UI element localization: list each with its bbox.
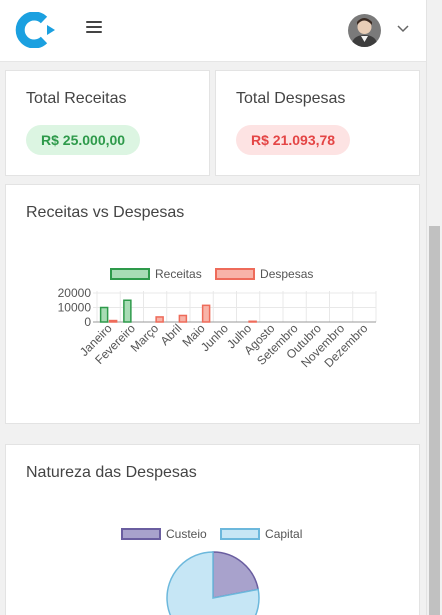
natureza-despesas-card: Natureza das Despesas Custeio Capital [5, 444, 420, 615]
pie-chart [166, 551, 260, 615]
bar-despesas [155, 316, 164, 323]
legend-swatch [110, 268, 150, 280]
legend-item-despesas[interactable]: Despesas [215, 267, 313, 281]
y-tick-label: 0 [84, 315, 91, 329]
legend-swatch [121, 528, 161, 540]
legend-label: Custeio [166, 527, 207, 541]
chart-title: Natureza das Despesas [26, 464, 197, 481]
legend-label: Despesas [260, 267, 314, 281]
c-play-logo-icon[interactable] [14, 12, 58, 48]
bar-receitas [123, 299, 132, 323]
bar-despesas [248, 320, 257, 323]
total-despesas-card: Total Despesas R$ 21.093,78 [215, 70, 420, 176]
menu-toggle-button[interactable] [86, 18, 104, 34]
legend-item-capital[interactable]: Capital [220, 527, 302, 541]
total-receitas-value: R$ 25.000,00 [26, 125, 141, 155]
legend-item-custeio[interactable]: Custeio [121, 527, 207, 541]
legend-swatch [215, 268, 256, 280]
card-title: Total Despesas [236, 90, 346, 107]
top-header [0, 0, 426, 62]
pie-slice-custeio [212, 551, 260, 599]
x-tick-label: Junho [198, 321, 231, 354]
y-tick-label: 20000 [58, 286, 92, 300]
pie-chart-legend: Custeio Capital [121, 527, 312, 541]
bar-despesas [201, 304, 211, 323]
receitas-vs-despesas-card: Receitas vs Despesas Receitas Despesas 2… [5, 184, 420, 424]
bar-despesas [178, 314, 188, 323]
hamburger-line [86, 21, 102, 23]
x-tick-label: Abril [158, 321, 185, 348]
legend-swatch [220, 528, 261, 540]
legend-label: Capital [265, 527, 303, 541]
hamburger-line [86, 31, 102, 33]
bar-chart-legend: Receitas Despesas [110, 267, 323, 281]
pie-slice-capital [166, 551, 260, 615]
page-scrollbar[interactable] [426, 0, 442, 615]
total-despesas-value: R$ 21.093,78 [236, 125, 351, 155]
scrollbar-thumb[interactable] [429, 226, 440, 615]
bar-despesas [108, 319, 118, 323]
bar-receitas [99, 306, 109, 323]
chevron-down-icon[interactable] [396, 22, 410, 34]
bar-chart: 20000100000JaneiroFevereiroMarçoAbrilMai… [58, 286, 377, 370]
legend-item-receitas[interactable]: Receitas [110, 267, 202, 281]
hamburger-line [86, 26, 102, 28]
y-tick-label: 10000 [58, 301, 92, 315]
legend-label: Receitas [155, 267, 202, 281]
chart-title: Receitas vs Despesas [26, 204, 185, 221]
total-receitas-card: Total Receitas R$ 25.000,00 [5, 70, 210, 176]
card-title: Total Receitas [26, 90, 127, 107]
user-avatar[interactable] [348, 14, 381, 47]
